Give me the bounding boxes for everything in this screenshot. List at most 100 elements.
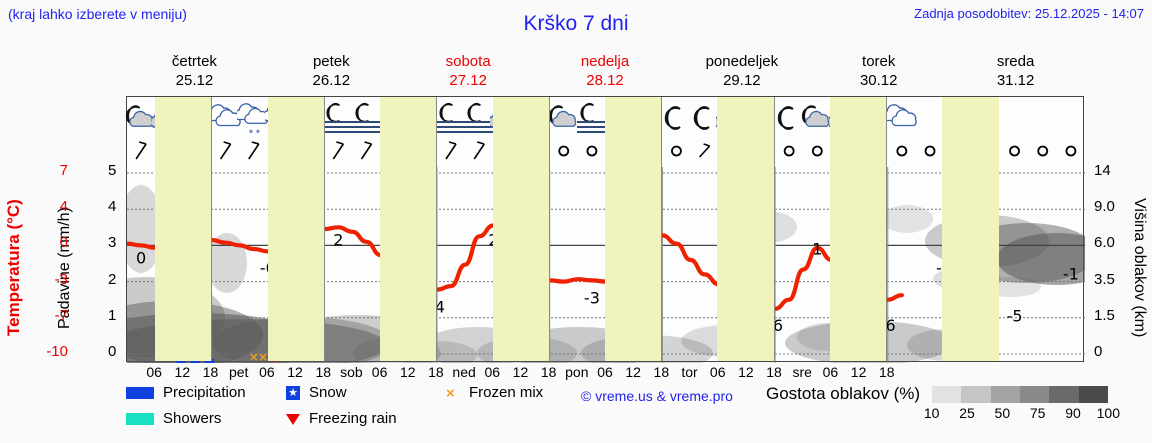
svg-text:-5: -5 [1007, 307, 1023, 326]
cloud-density-ticks: 10 25 50 75 90 100 [914, 405, 1126, 421]
cloud-density-ramp [932, 386, 1108, 403]
hour-tick: 18 [202, 364, 219, 380]
moon-fog-icon [321, 98, 355, 143]
hour-tick: 12 [850, 364, 867, 380]
day-name: sobota [445, 53, 491, 70]
cloud-density-step [1078, 386, 1108, 403]
snow-icon: ★ [286, 386, 300, 401]
cloud-tick: 3.5 [1094, 270, 1115, 288]
day-separator [773, 97, 775, 361]
legend-label-frozen-mix: Frozen mix [469, 384, 544, 401]
day-name: petek [312, 53, 350, 70]
day-name: torek [862, 53, 896, 70]
daylight-band [155, 97, 212, 361]
hour-tick: pet [228, 364, 249, 380]
hour-tick: 12 [287, 364, 303, 380]
cloud-density-step [990, 386, 1020, 403]
temp-tick: 7 [59, 162, 68, 179]
svg-text:-1: -1 [1063, 264, 1079, 283]
day-separator [211, 97, 213, 361]
last-updated: Zadnja posodobitev: 25.12.2025 - 14:07 [914, 6, 1144, 21]
moon-fog-icon [434, 98, 468, 143]
precip-tick: 1 [108, 306, 117, 324]
day-header-5: ponedeljek 29.12 [673, 52, 810, 94]
day-date: 27.12 [449, 72, 487, 89]
hour-tick: 18 [540, 364, 557, 380]
day-header-6: torek 30.12 [810, 52, 947, 94]
cloud-density-step [1049, 386, 1079, 403]
hour-tick: 12 [512, 364, 529, 380]
moon-fog-icon [462, 98, 496, 143]
copyright-link[interactable]: © vreme.us & vreme.pro [581, 388, 733, 404]
cloud-density-tick: 25 [959, 405, 975, 421]
daylight-band [380, 97, 437, 361]
hour-tick: 12 [174, 364, 191, 380]
moon-icon [772, 98, 806, 143]
day-date: 29.12 [723, 72, 761, 89]
hour-tick: 18 [315, 364, 332, 380]
hour-tick: tor [681, 364, 698, 380]
temp-tick: -10 [46, 343, 68, 360]
legend-freezing-rain: Freezing rain [286, 410, 397, 427]
day-date: 30.12 [859, 72, 898, 89]
day-name: nedelja [580, 53, 630, 70]
page-title: Krško 7 dni [523, 12, 629, 35]
svg-text:0: 0 [136, 248, 146, 267]
frozen-mix-icon: × [446, 384, 455, 402]
moon-icon [659, 98, 693, 143]
hour-tick: 06 [484, 364, 501, 380]
cloud-density-step [1019, 386, 1050, 403]
precip-tick: 3 [108, 234, 117, 252]
cloud-tick: 1.5 [1094, 306, 1115, 324]
temp-tick: -3 [54, 270, 68, 288]
day-header-7: sreda 31.12 [947, 52, 1084, 94]
hour-tick: sre [792, 364, 812, 380]
cloud-density-tick: 50 [994, 405, 1011, 421]
precipitation-swatch [126, 387, 154, 400]
day-header-2: petek 26.12 [263, 52, 400, 94]
precip-tick: 5 [108, 162, 117, 179]
svg-text:1: 1 [812, 239, 822, 258]
daylight-band [267, 97, 324, 361]
legend: Precipitation Showers ★ Snow Freezing rai… [126, 384, 1152, 440]
cloud-density-step [961, 386, 991, 403]
hour-tick: 12 [738, 364, 754, 380]
header: (kraj lahko izberete v meniju) Krško 7 d… [0, 0, 1152, 35]
moon-cloud-icon [547, 98, 581, 143]
hour-tick: 18 [428, 364, 444, 380]
moon-icon [688, 98, 722, 143]
meteogram-plot[interactable]: ✶✶✶✶ ××01-02-42-31-61-6-0-5-1 [69, 96, 1117, 373]
day-header-3: sobota 27.12 [400, 52, 537, 94]
daylight-band [492, 97, 549, 361]
cloud-icon [882, 98, 919, 143]
temperature-axis-title: Temperatura (°C) [4, 199, 23, 337]
hour-tick: sob [340, 364, 363, 380]
precip-tick: 2 [108, 270, 117, 288]
cloud-density-step [932, 386, 962, 403]
day-date: 26.12 [312, 72, 351, 89]
legend-label-precipitation: Precipitation [163, 384, 246, 401]
temp-tick: -7 [54, 306, 68, 324]
day-date: 31.12 [996, 72, 1035, 89]
day-name: četrtek [171, 53, 217, 70]
day-name: sreda [996, 53, 1035, 70]
day-date: 25.12 [175, 72, 214, 89]
legend-label-freezing-rain: Freezing rain [309, 410, 397, 427]
svg-text:✶: ✶ [248, 128, 254, 136]
hour-tick: 12 [625, 364, 641, 380]
hour-tick: 06 [146, 364, 162, 380]
hour-tick: 06 [597, 364, 613, 380]
hour-tick: 06 [371, 364, 388, 380]
cloud-tick: 14 [1094, 162, 1111, 179]
showers-swatch [126, 413, 154, 426]
cloud-density-tick: 10 [923, 405, 940, 421]
cloud-density-title: Gostota oblakov (%) [766, 384, 921, 403]
moon-fog-icon [350, 98, 384, 143]
legend-label-snow: Snow [309, 384, 347, 401]
daylight-band [717, 97, 774, 361]
hour-tick: 06 [709, 364, 726, 380]
svg-text:×: × [249, 350, 259, 363]
day-header-4: nedelja 28.12 [537, 52, 674, 94]
legend-label-showers: Showers [163, 410, 222, 427]
temp-tick: 4 [59, 198, 68, 216]
